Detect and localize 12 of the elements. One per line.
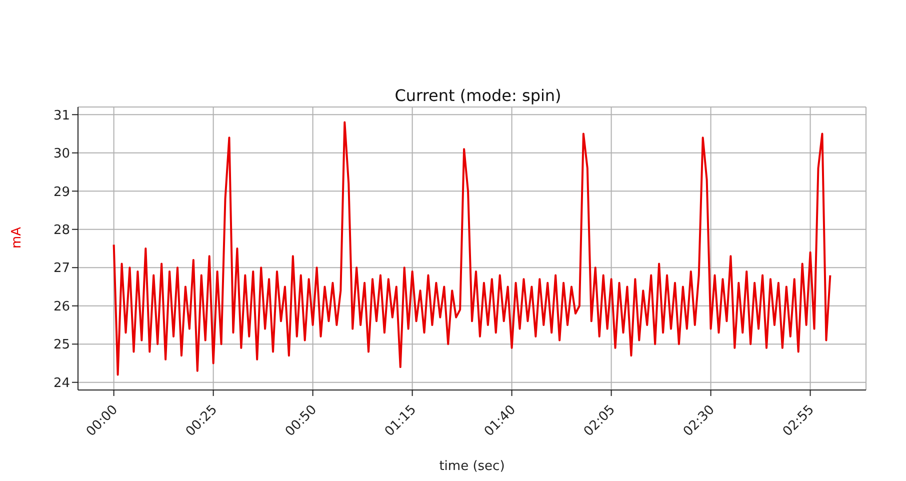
y-tick-label: 30 <box>53 146 70 162</box>
y-tick-label: 26 <box>53 299 70 314</box>
y-tick-label: 27 <box>53 261 70 276</box>
chart-title: Current (mode: spin) <box>394 86 562 105</box>
y-tick-label: 25 <box>53 338 70 353</box>
x-axis-title: time (sec) <box>439 459 505 474</box>
y-tick-label: 29 <box>53 184 70 200</box>
y-tick-label: 24 <box>53 376 70 391</box>
y-tick-label: 31 <box>53 108 70 124</box>
line-series <box>112 121 832 376</box>
y-axis-title: mA <box>10 226 25 248</box>
y-tick-label: 28 <box>53 222 70 238</box>
